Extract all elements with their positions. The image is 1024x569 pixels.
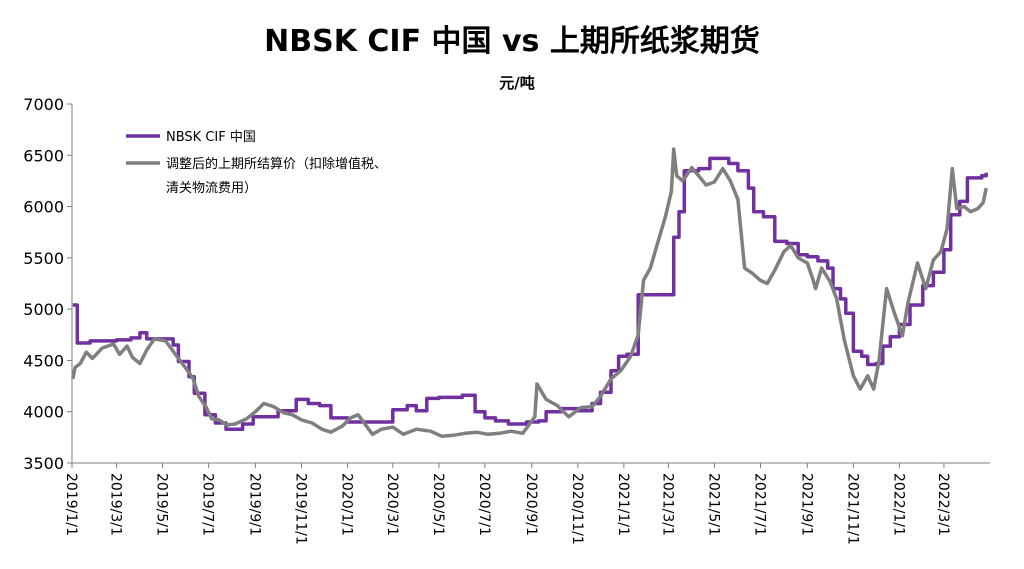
series-line-shfe-adjusted bbox=[71, 147, 988, 439]
legend-label-nbsk: NBSK CIF 中国 bbox=[166, 130, 256, 145]
x-tick-label: 2020/9/1 bbox=[523, 473, 539, 536]
x-tick-label: 2022/3/1 bbox=[935, 473, 951, 536]
series-line-nbsk-cif bbox=[72, 156, 988, 431]
x-tick-label: 2021/9/1 bbox=[798, 473, 814, 536]
x-tick-label: 2019/11/1 bbox=[293, 473, 309, 545]
chart-unit-label: 元/吨 bbox=[499, 74, 535, 92]
legend-label-shfe: 调整后的上期所结算价（扣除增值税、清关物流费用） bbox=[166, 156, 387, 196]
x-tick-label: 2019/7/1 bbox=[200, 473, 216, 536]
chart-title: NBSK CIF 中国 vs 上期所纸浆期货 bbox=[264, 24, 760, 59]
x-tick-label: 2020/1/1 bbox=[339, 473, 355, 536]
x-tick-label: 2020/5/1 bbox=[430, 473, 446, 536]
y-tick-label: 7000 bbox=[23, 95, 64, 114]
x-tick-label: 2019/3/1 bbox=[108, 473, 124, 536]
x-tick-label: 2020/7/1 bbox=[476, 473, 492, 536]
y-tick-label: 6000 bbox=[23, 198, 64, 217]
x-tick-label: 2021/1/1 bbox=[615, 473, 631, 536]
y-tick-label: 5500 bbox=[23, 249, 64, 268]
y-tick-label: 5000 bbox=[23, 300, 64, 319]
x-tick-label: 2019/9/1 bbox=[246, 473, 262, 536]
x-tick-label: 2021/11/1 bbox=[844, 473, 860, 545]
x-tick-label: 2021/5/1 bbox=[705, 473, 721, 536]
y-tick-label: 4000 bbox=[23, 403, 64, 422]
y-tick-label: 4500 bbox=[23, 351, 64, 370]
x-tick-label: 2020/3/1 bbox=[384, 473, 400, 536]
x-tick-label: 2022/1/1 bbox=[890, 473, 906, 536]
x-tick-label: 2019/1/1 bbox=[63, 473, 79, 536]
y-tick-label: 6500 bbox=[23, 146, 64, 165]
x-tick-label: 2020/11/1 bbox=[569, 473, 585, 545]
y-tick-label: 3500 bbox=[23, 454, 64, 473]
x-tick-label: 2021/7/1 bbox=[752, 473, 768, 536]
x-tick-label: 2019/5/1 bbox=[154, 473, 170, 536]
x-tick-label: 2021/3/1 bbox=[659, 473, 675, 536]
